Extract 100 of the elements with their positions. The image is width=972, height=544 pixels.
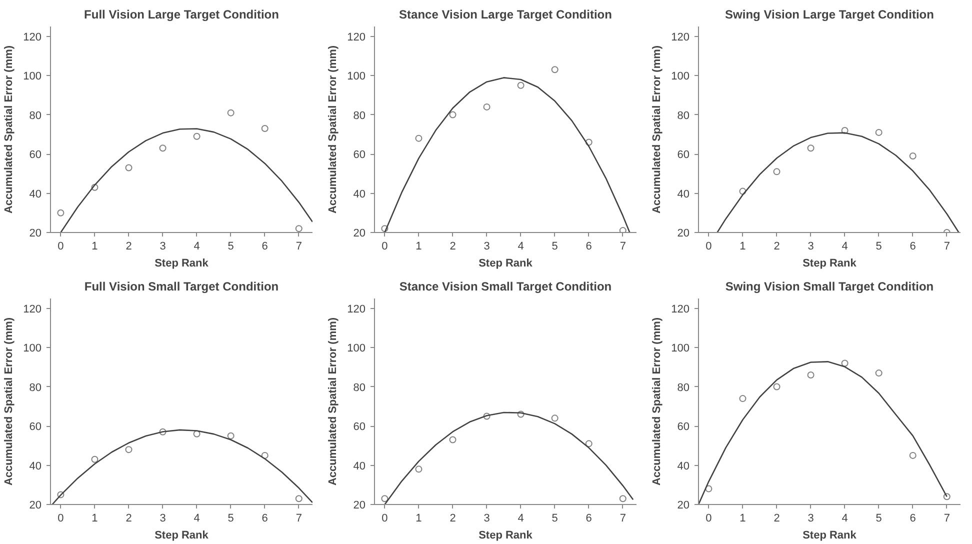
- x-tick-label: 4: [518, 240, 524, 252]
- x-tick-label: 6: [910, 512, 916, 524]
- chart-title: Stance Vision Small Target Condition: [399, 280, 612, 294]
- y-tick-label: 100: [347, 342, 366, 355]
- x-tick-label: 7: [620, 512, 626, 524]
- x-tick-label: 1: [740, 512, 746, 524]
- x-tick-label: 1: [416, 240, 422, 252]
- x-axis-title: Step Rank: [478, 530, 534, 542]
- x-tick-label: 5: [552, 240, 558, 252]
- y-tick-label: 120: [347, 31, 366, 44]
- x-tick-label: 7: [296, 512, 302, 524]
- y-tick-label: 20: [29, 500, 42, 512]
- x-tick-label: 4: [842, 240, 848, 252]
- x-tick-label: 5: [876, 512, 882, 524]
- x-tick-label: 3: [484, 512, 490, 524]
- x-tick-label: 7: [944, 240, 950, 252]
- y-tick-label: 60: [677, 149, 690, 162]
- x-tick-label: 2: [774, 240, 780, 252]
- x-tick-label: 2: [126, 240, 132, 252]
- x-tick-label: 4: [194, 512, 200, 524]
- chart-title: Full Vision Small Target Condition: [84, 280, 279, 294]
- x-tick-label: 0: [382, 512, 388, 524]
- chart-title: Stance Vision Large Target Condition: [399, 8, 612, 22]
- x-axis-title: Step Rank: [802, 530, 858, 542]
- x-tick-label: 1: [416, 512, 422, 524]
- x-tick-label: 4: [194, 240, 200, 252]
- y-tick-label: 100: [347, 70, 366, 83]
- x-tick-label: 4: [842, 512, 848, 524]
- y-tick-label: 120: [671, 31, 690, 44]
- x-axis-title: Step Rank: [154, 258, 210, 270]
- y-tick-label: 120: [23, 31, 42, 44]
- y-tick-label: 20: [29, 228, 42, 240]
- x-tick-label: 7: [620, 240, 626, 252]
- y-tick-label: 40: [353, 188, 366, 200]
- y-tick-label: 100: [671, 70, 690, 83]
- y-tick-label: 20: [353, 500, 366, 512]
- y-tick-label: 40: [29, 188, 42, 200]
- y-tick-label: 80: [677, 110, 690, 122]
- x-tick-label: 6: [586, 512, 592, 524]
- x-tick-label: 1: [92, 512, 98, 524]
- x-tick-label: 2: [450, 512, 456, 524]
- y-axis-title: Accumulated Spatial Error (mm): [327, 45, 340, 214]
- x-tick-label: 1: [740, 240, 746, 252]
- x-axis-title: Step Rank: [154, 530, 210, 542]
- y-tick-label: 80: [29, 382, 42, 394]
- y-axis-title: Accumulated Spatial Error (mm): [3, 317, 16, 486]
- x-tick-label: 5: [228, 240, 234, 252]
- x-tick-label: 0: [706, 512, 712, 524]
- y-tick-label: 40: [677, 188, 690, 200]
- y-tick-label: 120: [23, 303, 42, 316]
- x-tick-label: 2: [774, 512, 780, 524]
- x-tick-label: 4: [518, 512, 524, 524]
- x-tick-label: 7: [296, 240, 302, 252]
- x-tick-label: 7: [944, 512, 950, 524]
- x-tick-label: 2: [450, 240, 456, 252]
- x-tick-label: 6: [586, 240, 592, 252]
- y-axis-title: Accumulated Spatial Error (mm): [327, 317, 340, 486]
- x-tick-label: 6: [910, 240, 916, 252]
- y-tick-label: 60: [677, 421, 690, 434]
- x-tick-label: 0: [58, 240, 64, 252]
- y-tick-label: 60: [29, 149, 42, 162]
- x-tick-label: 3: [484, 240, 490, 252]
- x-tick-label: 3: [808, 512, 814, 524]
- y-tick-label: 20: [677, 500, 690, 512]
- y-axis-title: Accumulated Spatial Error (mm): [651, 45, 664, 214]
- y-tick-label: 100: [23, 342, 42, 355]
- y-tick-label: 80: [29, 110, 42, 122]
- y-tick-label: 20: [677, 228, 690, 240]
- y-tick-label: 80: [353, 382, 366, 394]
- x-tick-label: 6: [262, 512, 268, 524]
- y-tick-label: 120: [347, 303, 366, 316]
- y-tick-label: 80: [353, 110, 366, 122]
- chart-title: Swing Vision Large Target Condition: [725, 8, 934, 22]
- y-tick-label: 100: [23, 70, 42, 83]
- y-axis-title: Accumulated Spatial Error (mm): [3, 45, 16, 214]
- y-tick-label: 60: [353, 421, 366, 434]
- x-tick-label: 5: [876, 240, 882, 252]
- x-axis-title: Step Rank: [802, 258, 858, 270]
- chart-title: Swing Vision Small Target Condition: [725, 280, 934, 294]
- x-tick-label: 2: [126, 512, 132, 524]
- y-tick-label: 100: [671, 342, 690, 355]
- x-tick-label: 0: [706, 240, 712, 252]
- x-axis-title: Step Rank: [478, 258, 534, 270]
- x-tick-label: 5: [228, 512, 234, 524]
- y-tick-label: 60: [29, 421, 42, 434]
- y-tick-label: 120: [671, 303, 690, 316]
- x-tick-label: 5: [552, 512, 558, 524]
- x-tick-label: 6: [262, 240, 268, 252]
- chart-title: Full Vision Large Target Condition: [84, 8, 279, 22]
- x-tick-label: 3: [160, 240, 166, 252]
- x-tick-label: 0: [58, 512, 64, 524]
- y-tick-label: 80: [677, 382, 690, 394]
- y-tick-label: 60: [353, 149, 366, 162]
- y-tick-label: 40: [677, 460, 690, 472]
- y-tick-label: 20: [353, 228, 366, 240]
- x-tick-label: 3: [808, 240, 814, 252]
- x-tick-label: 1: [92, 240, 98, 252]
- x-tick-label: 0: [382, 240, 388, 252]
- y-axis-title: Accumulated Spatial Error (mm): [651, 317, 664, 486]
- x-tick-label: 3: [160, 512, 166, 524]
